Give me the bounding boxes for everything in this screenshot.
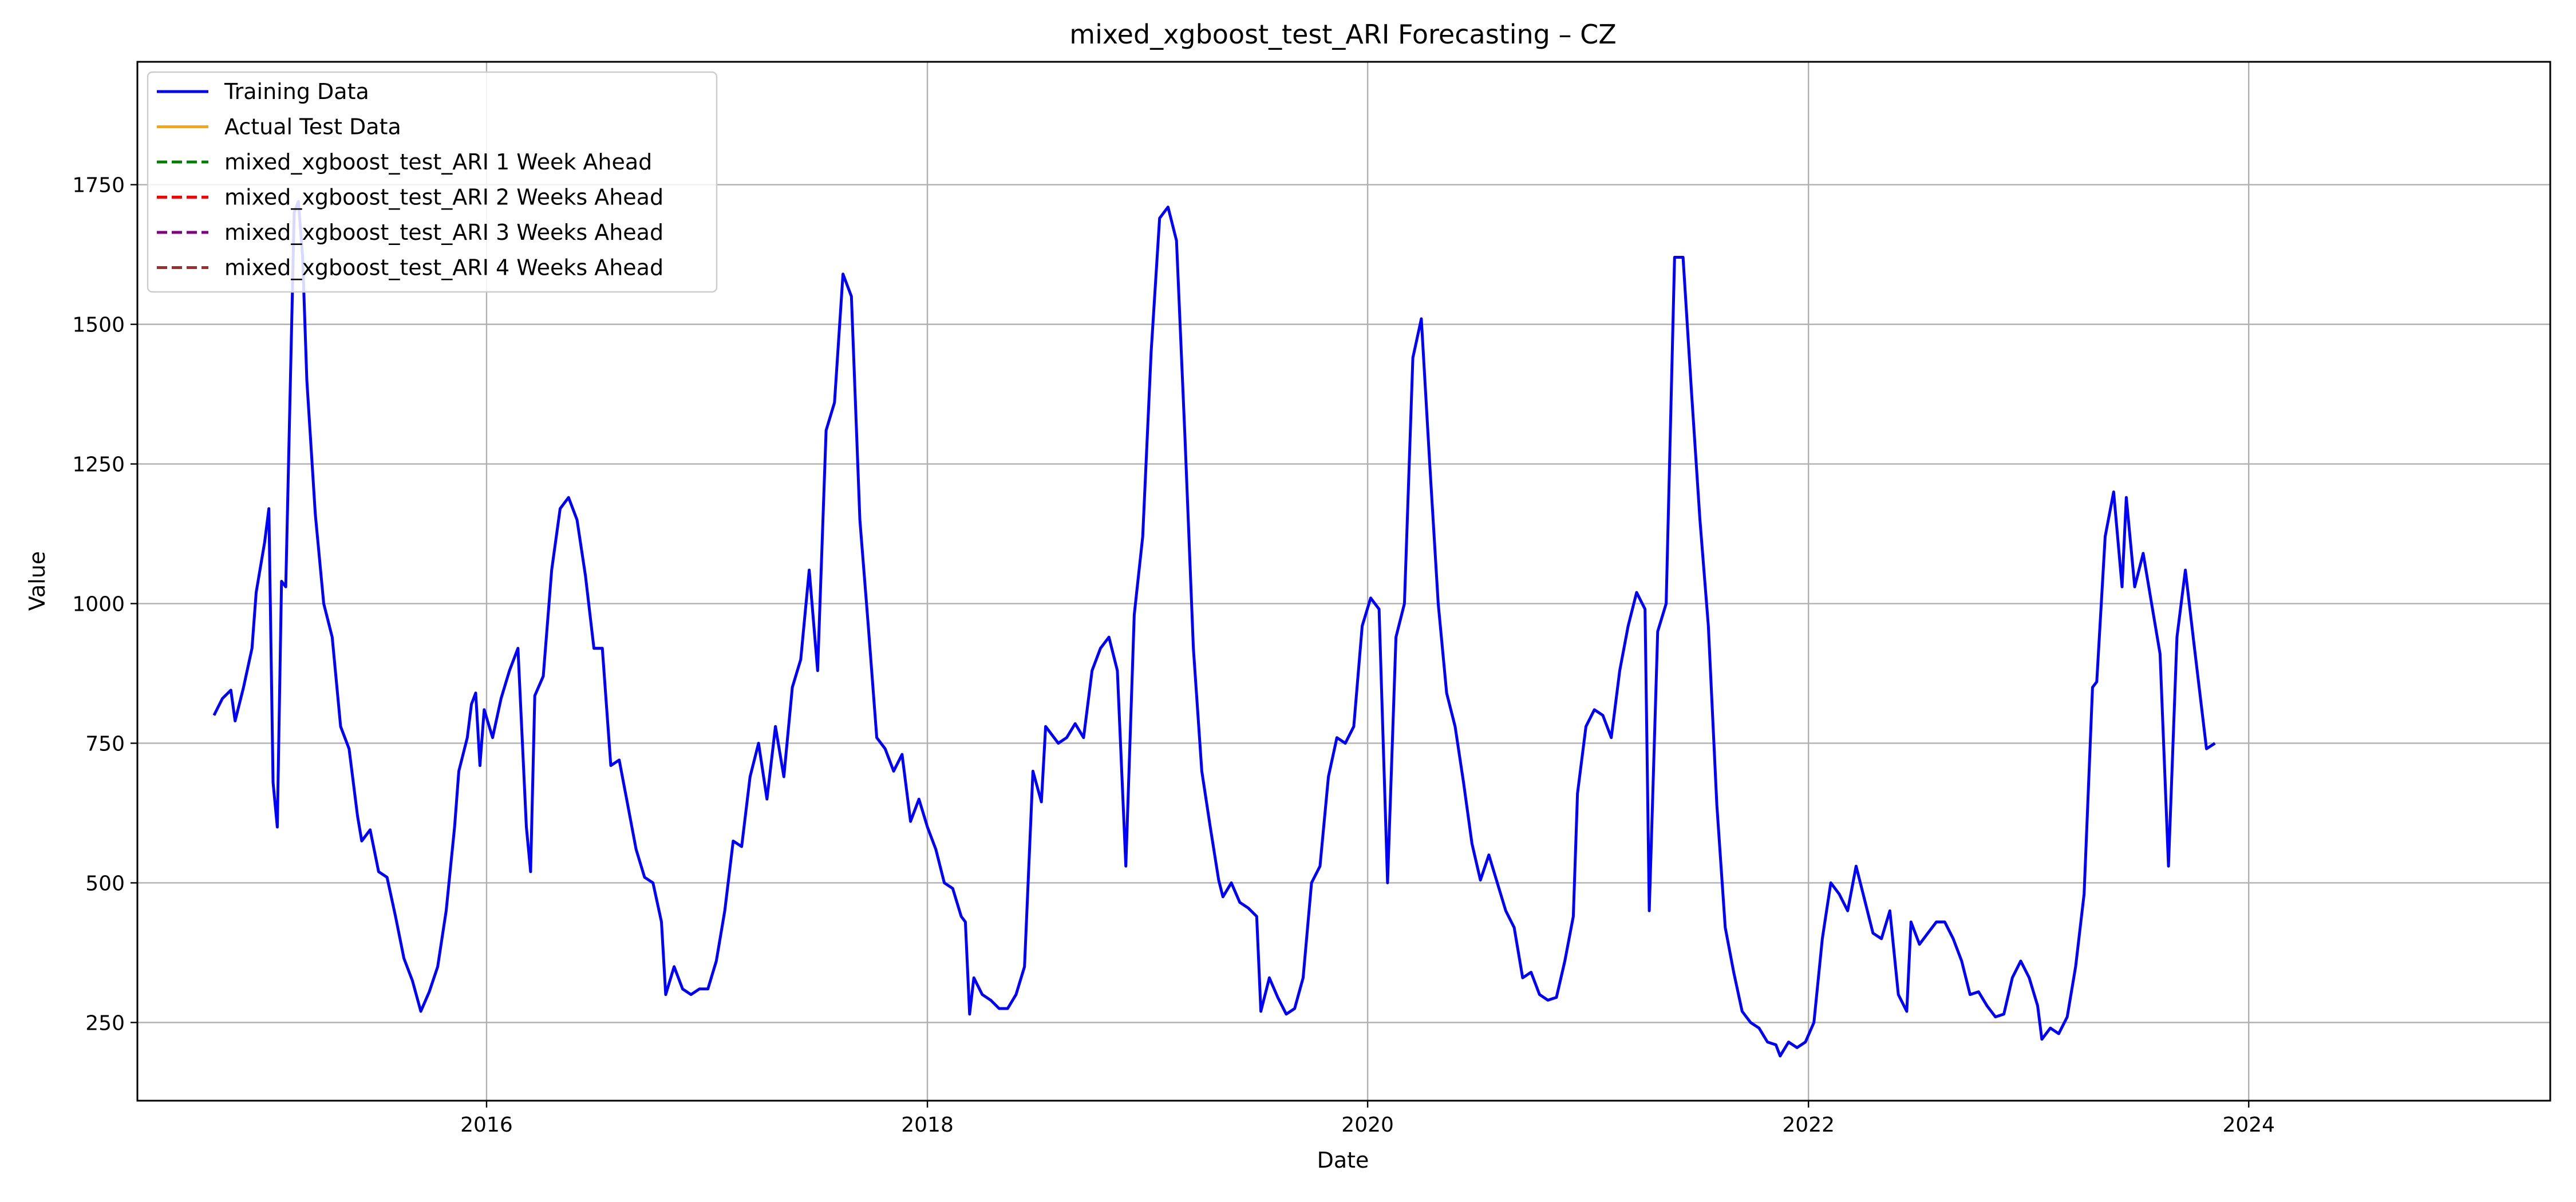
y-axis: 250 500 750 1000 1250 1500 1750 (72, 174, 137, 1035)
y-tick-label: 1500 (72, 314, 125, 337)
y-tick-label: 250 (85, 1011, 125, 1035)
legend-label: mixed_xgboost_test_ARI 1 Week Ahead (224, 149, 652, 175)
series-line-training-data (212, 200, 2216, 1058)
legend-label: Training Data (224, 79, 369, 104)
legend: Training Data Actual Test Data mixed_xgboo… (147, 71, 718, 293)
x-axis-label: Date (1317, 1148, 1369, 1173)
legend-label: mixed_xgboost_test_ARI 2 Weeks Ahead (224, 185, 663, 210)
legend-label: Actual Test Data (224, 114, 401, 140)
x-tick-label: 2024 (2222, 1113, 2275, 1137)
x-tick-label: 2020 (1341, 1113, 1394, 1137)
legend-label: mixed_xgboost_test_ARI 4 Weeks Ahead (224, 255, 663, 280)
legend-label: mixed_xgboost_test_ARI 3 Weeks Ahead (224, 220, 663, 245)
plot-frame (136, 61, 2551, 1102)
chart-title: mixed_xgboost_test_ARI Forecasting – CZ (1069, 19, 1616, 50)
y-tick-label: 1000 (72, 593, 125, 616)
y-tick-label: 500 (85, 872, 125, 895)
x-axis: 2016 2018 2020 2022 2024 (460, 1101, 2275, 1137)
y-tick-label: 1750 (72, 174, 125, 197)
legend-box (147, 71, 718, 293)
x-tick-label: 2022 (1782, 1113, 1835, 1137)
plot-area (212, 200, 2216, 1058)
x-tick-label: 2016 (460, 1113, 513, 1137)
x-tick-label: 2018 (901, 1113, 954, 1137)
y-tick-label: 1250 (72, 453, 125, 477)
y-axis-label: Value (25, 551, 50, 611)
grid (137, 62, 2550, 1101)
y-tick-label: 750 (85, 732, 125, 756)
